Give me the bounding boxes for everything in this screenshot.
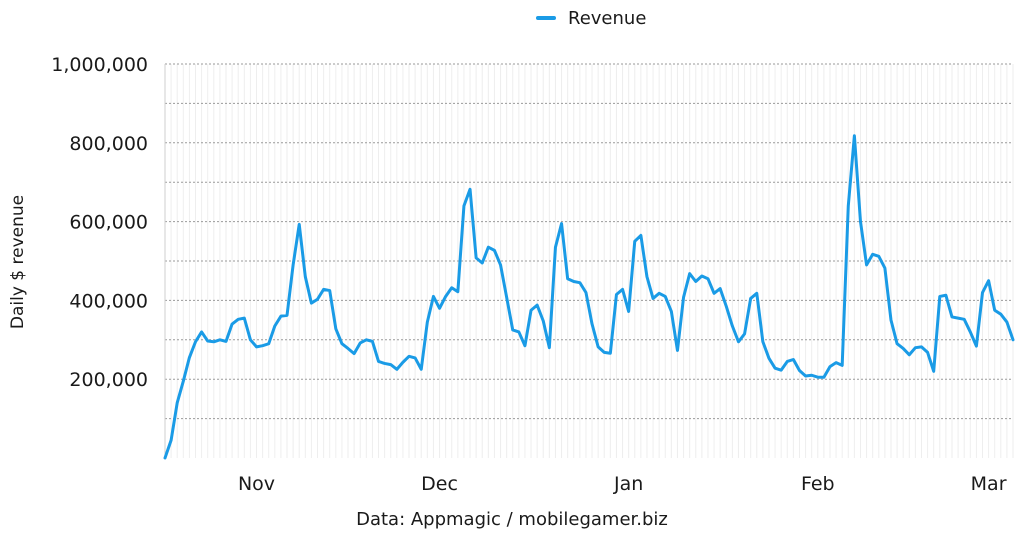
y-axis-label: Daily $ revenue (8, 194, 28, 330)
x-tick-label: Jan (613, 473, 643, 495)
y-tick-label: 400,000 (69, 290, 148, 312)
grid (164, 63, 1014, 458)
revenue-line (163, 134, 1015, 460)
y-tick-label: 800,000 (69, 133, 148, 155)
x-tick-label: Feb (801, 473, 835, 495)
source-note: Data: Appmagic / mobilegamer.biz (356, 509, 668, 530)
y-tick-label: 1,000,000 (51, 54, 148, 76)
x-tick-label: Nov (238, 473, 275, 495)
legend: Revenue (536, 6, 646, 30)
y-tick-label: 200,000 (69, 369, 148, 391)
legend-swatch-revenue (536, 16, 556, 20)
y-axis-ticks: 200,000 400,000 600,000 800,000 1,000,000 (51, 54, 148, 391)
legend-label-revenue: Revenue (568, 7, 647, 29)
y-tick-label: 600,000 (69, 212, 148, 234)
x-tick-label: Dec (421, 473, 458, 495)
x-axis-ticks: Nov Dec Jan Feb Mar (238, 473, 1007, 495)
x-tick-label: Mar (971, 473, 1007, 495)
